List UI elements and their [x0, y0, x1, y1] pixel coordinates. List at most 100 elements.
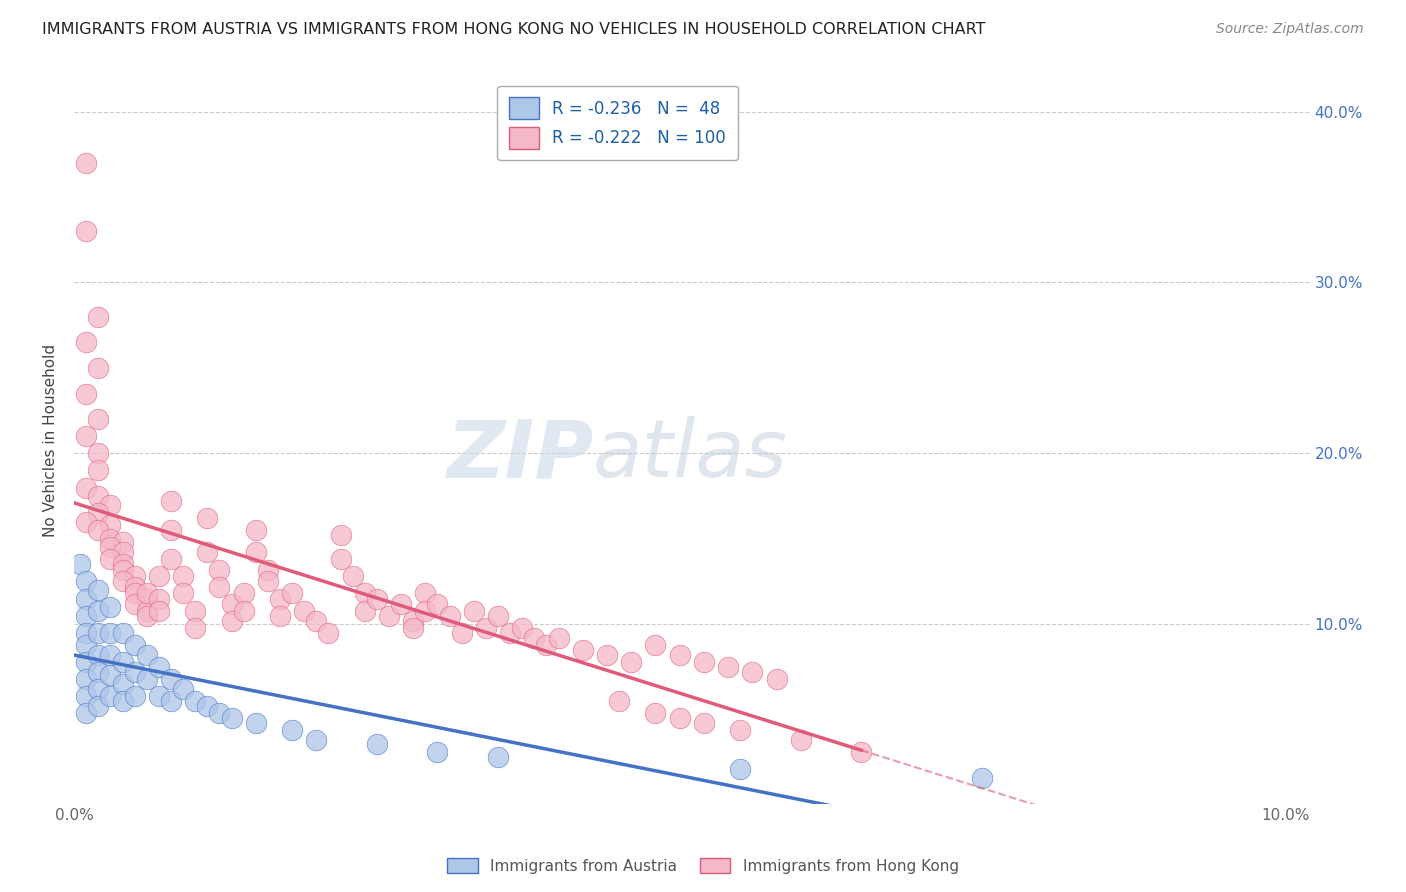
Point	[111, 545, 134, 559]
Point	[366, 591, 388, 606]
Point	[318, 625, 340, 640]
Point	[75, 386, 97, 401]
Point	[75, 655, 97, 669]
Point	[160, 694, 183, 708]
Point	[281, 723, 304, 738]
Point	[184, 603, 207, 617]
Point	[184, 621, 207, 635]
Legend: R = -0.236   N =  48, R = -0.222   N = 100: R = -0.236 N = 48, R = -0.222 N = 100	[498, 86, 738, 161]
Point	[111, 655, 134, 669]
Point	[510, 621, 533, 635]
Point	[160, 552, 183, 566]
Point	[135, 648, 157, 662]
Point	[75, 335, 97, 350]
Point	[148, 660, 170, 674]
Point	[353, 603, 375, 617]
Text: Source: ZipAtlas.com: Source: ZipAtlas.com	[1216, 22, 1364, 37]
Point	[463, 603, 485, 617]
Point	[100, 668, 122, 682]
Point	[87, 625, 110, 640]
Point	[269, 591, 291, 606]
Point	[111, 677, 134, 691]
Point	[100, 648, 122, 662]
Point	[486, 750, 509, 764]
Point	[111, 535, 134, 549]
Point	[160, 494, 183, 508]
Point	[124, 689, 146, 703]
Point	[439, 608, 461, 623]
Point	[269, 608, 291, 623]
Point	[972, 771, 994, 785]
Point	[378, 608, 401, 623]
Text: atlas: atlas	[593, 416, 787, 494]
Point	[87, 648, 110, 662]
Point	[172, 682, 194, 697]
Point	[668, 711, 690, 725]
Point	[124, 597, 146, 611]
Point	[148, 689, 170, 703]
Text: IMMIGRANTS FROM AUSTRIA VS IMMIGRANTS FROM HONG KONG NO VEHICLES IN HOUSEHOLD CO: IMMIGRANTS FROM AUSTRIA VS IMMIGRANTS FR…	[42, 22, 986, 37]
Point	[195, 511, 218, 525]
Point	[402, 621, 425, 635]
Point	[851, 745, 873, 759]
Point	[124, 569, 146, 583]
Point	[536, 638, 558, 652]
Point	[305, 614, 328, 628]
Point	[475, 621, 498, 635]
Point	[100, 600, 122, 615]
Point	[75, 689, 97, 703]
Point	[426, 597, 449, 611]
Point	[221, 614, 243, 628]
Point	[135, 608, 157, 623]
Point	[607, 694, 630, 708]
Point	[305, 733, 328, 747]
Point	[100, 541, 122, 555]
Point	[124, 638, 146, 652]
Point	[124, 586, 146, 600]
Point	[111, 574, 134, 589]
Point	[292, 603, 315, 617]
Point	[148, 591, 170, 606]
Point	[100, 625, 122, 640]
Point	[499, 625, 522, 640]
Point	[75, 591, 97, 606]
Point	[221, 711, 243, 725]
Point	[741, 665, 763, 679]
Point	[75, 515, 97, 529]
Y-axis label: No Vehicles in Household: No Vehicles in Household	[44, 344, 58, 537]
Point	[75, 429, 97, 443]
Point	[87, 489, 110, 503]
Point	[69, 558, 91, 572]
Point	[644, 706, 666, 720]
Point	[245, 523, 267, 537]
Point	[111, 562, 134, 576]
Point	[75, 156, 97, 170]
Point	[547, 631, 569, 645]
Point	[208, 580, 231, 594]
Point	[111, 694, 134, 708]
Point	[160, 523, 183, 537]
Point	[232, 586, 254, 600]
Point	[124, 665, 146, 679]
Point	[100, 498, 122, 512]
Point	[87, 699, 110, 714]
Point	[208, 706, 231, 720]
Point	[389, 597, 412, 611]
Point	[172, 586, 194, 600]
Point	[353, 586, 375, 600]
Point	[728, 723, 751, 738]
Point	[111, 625, 134, 640]
Point	[596, 648, 619, 662]
Point	[245, 545, 267, 559]
Legend: Immigrants from Austria, Immigrants from Hong Kong: Immigrants from Austria, Immigrants from…	[441, 852, 965, 880]
Point	[100, 518, 122, 533]
Point	[329, 552, 352, 566]
Point	[87, 523, 110, 537]
Point	[87, 360, 110, 375]
Point	[100, 689, 122, 703]
Point	[100, 532, 122, 546]
Point	[728, 763, 751, 777]
Point	[620, 655, 643, 669]
Point	[644, 638, 666, 652]
Point	[402, 614, 425, 628]
